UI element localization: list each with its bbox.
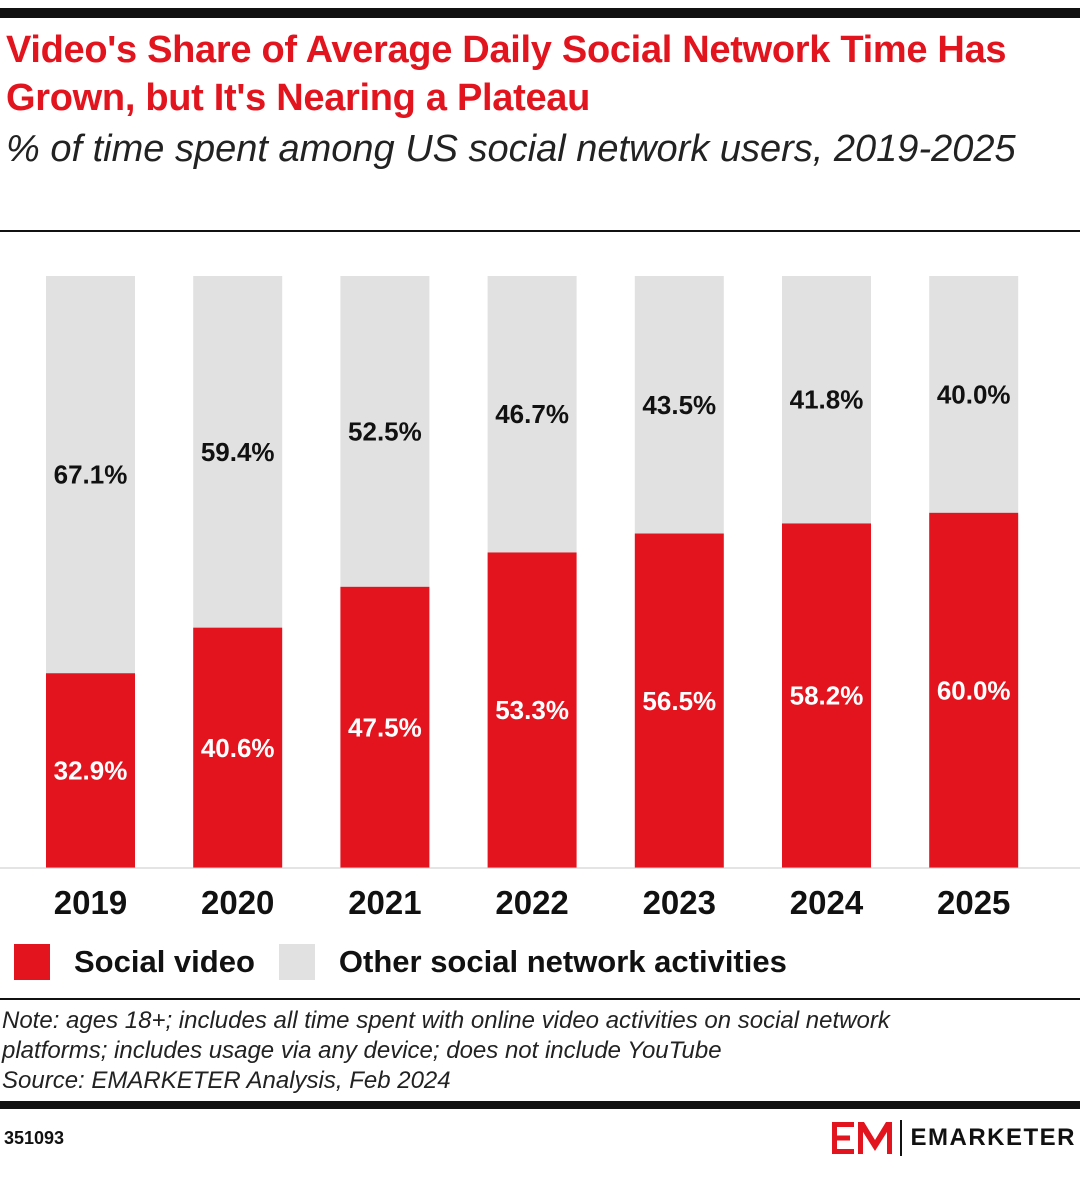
x-tick-2019: 2019 <box>54 884 127 921</box>
x-tick-2025: 2025 <box>937 884 1010 921</box>
bar-other-2023 <box>634 276 724 534</box>
label-other-2024: 41.8% <box>790 385 864 415</box>
label-other-2020: 59.4% <box>201 437 275 467</box>
label-social-video-2023: 56.5% <box>642 686 716 716</box>
label-other-2021: 52.5% <box>348 416 422 446</box>
legend-label-other: Other social network activities <box>338 944 787 979</box>
brand: EMARKETER <box>832 1120 1076 1156</box>
x-tick-2022: 2022 <box>495 884 568 921</box>
label-other-2022: 46.7% <box>495 399 569 429</box>
bar-other-2019 <box>46 276 135 674</box>
x-tick-2021: 2021 <box>348 884 421 921</box>
footer-divider <box>0 998 1080 1000</box>
note-line-1: Note: ages 18+; includes all time spent … <box>2 1007 890 1034</box>
label-social-video-2024: 58.2% <box>790 681 864 711</box>
note-line-2: platforms; includes usage via any device… <box>2 1037 722 1064</box>
legend-item-social-video: Social video <box>14 944 255 980</box>
legend-swatch-social-video <box>14 944 50 980</box>
brand-name: EMARKETER <box>910 1124 1076 1151</box>
bar-other-2021 <box>340 276 430 587</box>
legend-label-social-video: Social video <box>74 944 255 979</box>
brand-separator <box>900 1120 903 1156</box>
bar-social-video-2025 <box>929 512 1019 868</box>
bar-social-video-2020 <box>193 627 283 868</box>
label-other-2019: 67.1% <box>54 460 128 490</box>
footnotes: Note: ages 18+; includes all time spent … <box>2 1006 1072 1096</box>
source-line: Source: EMARKETER Analysis, Feb 2024 <box>2 1067 451 1094</box>
bar-other-2025 <box>929 276 1019 513</box>
x-tick-2020: 2020 <box>201 884 274 921</box>
bar-other-2022 <box>487 276 577 553</box>
legend-swatch-other <box>278 944 315 980</box>
bar-social-video-2022 <box>487 552 577 868</box>
legend-item-other: Other social network activities <box>278 944 787 980</box>
bar-social-video-2021 <box>340 586 430 868</box>
bottom-rule <box>0 1101 1080 1109</box>
label-social-video-2022: 53.3% <box>495 695 569 725</box>
label-social-video-2025: 60.0% <box>937 675 1011 705</box>
em-logo-icon <box>832 1122 893 1154</box>
label-social-video-2021: 47.5% <box>348 712 422 742</box>
label-other-2023: 43.5% <box>642 390 716 420</box>
chart-subtitle: % of time spent among US social network … <box>6 128 1016 170</box>
stacked-bar-chart: 67.1% 32.9% 59.4% 40.6% 52.5% 47.5% 46.7% 53.3%… <box>0 276 1080 921</box>
chart-title: Video's Share of Average Daily Social Ne… <box>6 29 1007 119</box>
x-tick-2023: 2023 <box>643 884 716 921</box>
top-rule <box>0 8 1080 18</box>
bar-other-2020 <box>193 276 283 628</box>
bar-social-video-2024 <box>782 523 871 868</box>
legend: Social video Other social network activi… <box>14 942 811 982</box>
x-tick-labels: 2019 2020 2021 2022 2023 2024 2025 <box>54 884 1011 921</box>
bars-group: 67.1% 32.9% 59.4% 40.6% 52.5% 47.5% 46.7% 53.3%… <box>46 276 1019 868</box>
bar-other-2024 <box>782 276 871 524</box>
x-tick-2024: 2024 <box>790 884 864 921</box>
header-divider <box>0 230 1080 232</box>
label-other-2025: 40.0% <box>937 379 1011 409</box>
bar-social-video-2023 <box>634 533 724 868</box>
label-social-video-2019: 32.9% <box>54 756 128 786</box>
bar-social-video-2019 <box>46 673 135 868</box>
chart-id: 351093 <box>4 1128 65 1148</box>
label-social-video-2020: 40.6% <box>201 733 275 763</box>
